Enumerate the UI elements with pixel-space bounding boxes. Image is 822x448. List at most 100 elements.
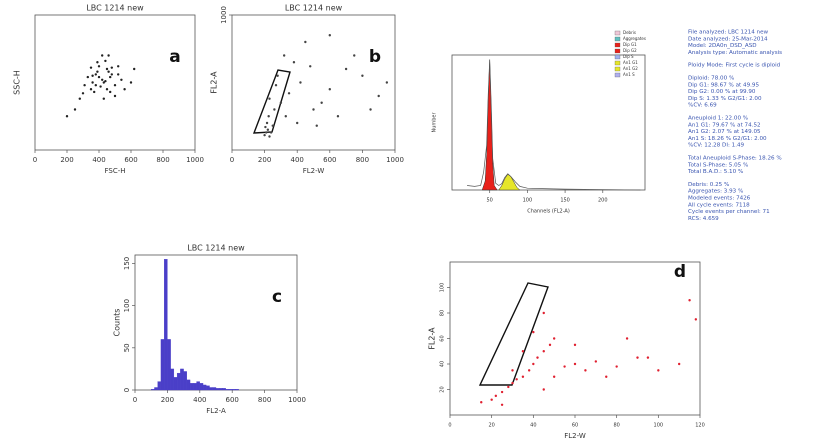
x-axis-label: Channels (FL2-A) bbox=[527, 209, 570, 215]
event-dot bbox=[500, 403, 504, 406]
plot-frame bbox=[134, 254, 298, 391]
event-dot bbox=[296, 121, 299, 125]
event-dot bbox=[548, 343, 552, 347]
x-tick-label: 800 bbox=[258, 396, 271, 404]
event-dot bbox=[101, 54, 104, 57]
histogram-bar bbox=[173, 377, 178, 391]
event-dot bbox=[361, 74, 364, 77]
histogram-bar bbox=[199, 383, 204, 391]
event-dot bbox=[282, 54, 286, 57]
event-dot bbox=[91, 74, 94, 77]
stats-line: Dip G2: 0.00 % at 99.90 bbox=[688, 89, 756, 95]
x-tick-label: 800 bbox=[356, 156, 369, 164]
data-curve bbox=[467, 59, 641, 191]
event-dot bbox=[646, 356, 650, 359]
event-dot bbox=[515, 378, 518, 381]
x-tick-label: 400 bbox=[92, 156, 105, 164]
histogram-bar bbox=[164, 259, 168, 391]
phase-area bbox=[481, 59, 498, 191]
x-tick-label: 80 bbox=[613, 423, 619, 429]
histogram-bar bbox=[176, 372, 181, 391]
event-dot bbox=[344, 67, 348, 71]
event-dot bbox=[369, 108, 372, 111]
x-tick-label: 150 bbox=[560, 198, 570, 204]
event-dot bbox=[273, 108, 276, 111]
x-tick-label: 600 bbox=[323, 156, 336, 164]
x-tick-label: 100 bbox=[523, 198, 533, 204]
stats-line: File analyzed: LBC 1214 new bbox=[688, 30, 769, 36]
legend-swatch bbox=[614, 66, 621, 72]
x-tick-label: 800 bbox=[156, 156, 169, 164]
stats-line: Debris: 0.25 % bbox=[688, 182, 729, 188]
event-dot bbox=[532, 362, 535, 366]
histogram-bar bbox=[151, 389, 155, 391]
x-tick-label: 0 bbox=[33, 156, 37, 164]
histogram-bar bbox=[235, 389, 239, 391]
event-dot bbox=[81, 92, 85, 95]
plot-frame bbox=[451, 54, 646, 191]
legend-swatch bbox=[614, 42, 621, 48]
event-dot bbox=[120, 78, 123, 82]
histogram-bar bbox=[154, 387, 158, 391]
event-dot bbox=[336, 115, 340, 118]
event-dot bbox=[542, 311, 545, 315]
event-dot bbox=[263, 133, 266, 137]
legend-label: An1 G2 bbox=[623, 66, 638, 71]
histogram-bar bbox=[212, 387, 217, 391]
event-dot bbox=[636, 356, 639, 359]
legend-swatch bbox=[614, 54, 621, 60]
stats-line: Cycle events per channel: 71 bbox=[688, 209, 770, 215]
stats-line: Total B.A.D.: 5.10 % bbox=[687, 169, 743, 175]
event-dot bbox=[274, 84, 278, 87]
event-dot bbox=[605, 375, 608, 378]
x-tick-label: 0 bbox=[133, 396, 137, 404]
event-dot bbox=[113, 84, 117, 87]
event-dot bbox=[83, 84, 86, 87]
event-dot bbox=[328, 88, 331, 91]
x-tick-label: 1000 bbox=[186, 156, 204, 164]
event-dot bbox=[521, 375, 525, 378]
event-dot bbox=[625, 337, 629, 340]
event-dot bbox=[511, 381, 514, 385]
event-dot bbox=[694, 318, 698, 321]
histogram-bar bbox=[183, 371, 187, 391]
x-tick-label: 1000 bbox=[288, 396, 306, 404]
panel-letter: a bbox=[169, 47, 180, 67]
histogram-bar bbox=[160, 339, 165, 391]
event-dot bbox=[563, 365, 566, 368]
histogram-bar bbox=[157, 381, 162, 391]
phase-area bbox=[498, 173, 521, 191]
y-tick-label: 1000 bbox=[220, 6, 228, 24]
event-dot bbox=[94, 84, 98, 87]
histogram-bar bbox=[189, 383, 194, 391]
histogram-bar bbox=[186, 379, 191, 391]
event-dot bbox=[107, 54, 110, 57]
stats-line: All cycle events: 7118 bbox=[688, 202, 750, 208]
legend-swatch bbox=[614, 30, 621, 36]
event-dot bbox=[265, 121, 269, 125]
histogram-bar bbox=[202, 384, 207, 391]
histogram-bar bbox=[206, 385, 210, 391]
histogram-bar bbox=[196, 381, 200, 391]
stats-line: Diploid: 78.00 % bbox=[688, 76, 734, 82]
histogram-bar bbox=[215, 388, 220, 391]
plot-frame bbox=[34, 14, 196, 151]
legend-label: Dip S bbox=[623, 54, 634, 59]
event-dot bbox=[377, 94, 380, 98]
event-dot bbox=[117, 65, 120, 68]
event-dot bbox=[292, 61, 296, 64]
event-dot bbox=[279, 101, 283, 104]
x-tick-label: 40 bbox=[530, 423, 536, 429]
histogram-bar bbox=[228, 389, 233, 391]
event-dot bbox=[573, 343, 577, 347]
event-dot bbox=[688, 299, 691, 302]
legend-label: Debris bbox=[623, 30, 636, 35]
plot-frame bbox=[449, 261, 701, 416]
event-dot bbox=[521, 350, 525, 353]
event-dot bbox=[110, 66, 114, 69]
event-dot bbox=[552, 375, 556, 378]
legend-label: Dip G2 bbox=[623, 48, 637, 53]
y-axis-label: Counts bbox=[113, 309, 122, 337]
legend-label: An1 G1 bbox=[623, 60, 638, 65]
panel-letter: d bbox=[674, 262, 686, 282]
